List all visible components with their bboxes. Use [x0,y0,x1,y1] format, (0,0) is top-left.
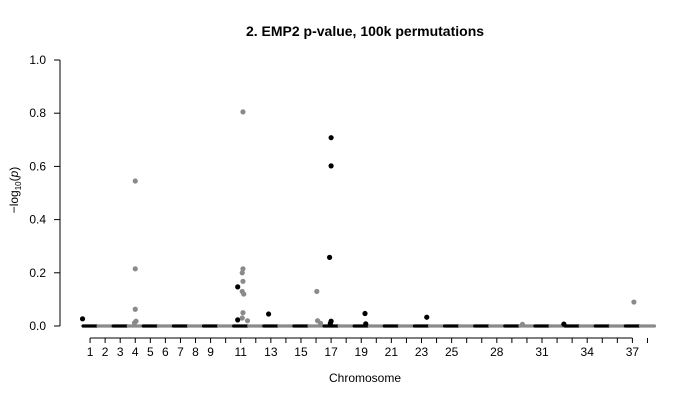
data-point [328,135,334,141]
data-point [362,310,368,317]
data-point [235,284,241,290]
x-tick-label: 4 [132,345,139,359]
data-point [424,314,430,320]
data-point [240,278,246,284]
x-tick-label: 25 [445,345,459,359]
x-tick-label: 15 [294,345,308,359]
data-point [132,306,138,312]
x-tick-label: 34 [581,345,595,359]
x-tick-label: 1 [87,345,94,359]
y-axis-label: −log10(p) [7,167,23,214]
x-tick-label: 6 [162,345,169,359]
data-points [79,109,637,328]
data-point [132,178,138,184]
data-point [79,316,86,322]
data-point [240,310,246,316]
x-tick-label: 19 [355,345,369,359]
x-tick-label: 3 [117,345,124,359]
x-tick-label: 28 [490,345,504,359]
data-point [317,320,324,326]
y-tick-label: 0.0 [29,319,46,333]
x-tick-label: 8 [192,345,199,359]
data-point [240,266,246,272]
x-tick-label: 2 [102,345,109,359]
data-point [328,163,334,169]
y-tick-label: 0.2 [29,266,46,280]
x-tick-label: 37 [626,345,640,359]
data-point [239,315,245,321]
x-tick-label: 11 [234,345,247,359]
y-axis: 0.0 0.2 0.4 0.6 0.8 1.0 [29,53,61,333]
x-tick-label: 23 [415,345,429,359]
data-point [314,288,320,295]
data-point [265,311,272,317]
y-tick-label: 1.0 [29,53,46,67]
x-tick-label: 7 [177,345,184,359]
data-point [132,266,138,272]
data-point [239,270,245,276]
y-tick-label: 0.6 [29,159,46,173]
data-point [131,320,138,326]
x-tick-label: 31 [535,345,549,359]
data-point [561,321,567,327]
data-point [235,317,241,323]
x-tick-label: 21 [385,345,399,359]
data-point [631,299,637,305]
y-tick-label: 0.8 [29,106,46,120]
data-point [327,320,333,326]
data-point [326,254,333,260]
x-tick-label: 5 [147,345,154,359]
data-point [240,109,246,115]
data-point [241,291,247,297]
x-tick-label: 13 [264,345,278,359]
y-tick-label: 0.4 [29,213,46,227]
data-point [519,321,526,328]
x-axis-label: Chromosome [329,371,401,385]
chart-title: 2. EMP2 p-value, 100k permutations [246,23,484,39]
x-tick-label: 9 [207,345,214,359]
data-point [244,318,251,324]
x-axis: 1 2 3 4 5 6 7 8 9 11 13 15 17 19 21 23 25 28 31 34 37 [87,337,648,359]
data-point [363,321,369,327]
x-tick-label: 17 [324,345,338,359]
